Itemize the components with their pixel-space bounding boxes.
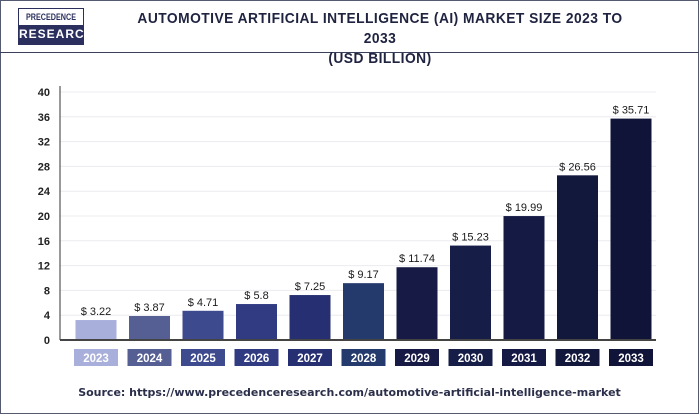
bar-2031 xyxy=(503,216,545,340)
logo-line2: RESEARCH xyxy=(19,25,93,44)
x-tick-label: 2030 xyxy=(458,353,484,365)
bar-2027 xyxy=(289,295,331,340)
bar-2033 xyxy=(610,118,652,341)
logo-line1: PRECEDENCE xyxy=(25,12,76,22)
data-label: $ 9.17 xyxy=(348,269,379,281)
y-tick-label: 32 xyxy=(38,137,50,149)
y-tick-label: 0 xyxy=(44,335,50,347)
y-tick-label: 8 xyxy=(44,285,50,297)
x-tick-label: 2024 xyxy=(137,353,163,365)
data-label: $ 3.22 xyxy=(81,306,112,318)
data-label: $ 15.23 xyxy=(452,232,489,244)
y-tick-label: 4 xyxy=(44,310,51,322)
data-label: $ 35.71 xyxy=(613,105,650,117)
x-tick-label: 2025 xyxy=(190,353,216,365)
x-tick-label: 2032 xyxy=(565,353,591,365)
y-tick-label: 16 xyxy=(38,236,50,248)
y-tick-label: 12 xyxy=(38,261,50,273)
data-label: $ 7.25 xyxy=(295,281,326,293)
x-label-box xyxy=(448,349,493,366)
x-label-box xyxy=(609,349,653,366)
bar-2023 xyxy=(75,320,117,340)
y-tick-label: 40 xyxy=(38,87,50,99)
y-tick-label: 36 xyxy=(38,112,50,124)
bar-2028 xyxy=(343,283,384,340)
x-label-box xyxy=(502,349,546,366)
header: PRECEDENCE RESEARCH AUTOMOTIVE ARTIFICIA… xyxy=(0,0,699,67)
data-label: $ 3.87 xyxy=(134,302,165,314)
x-tick-label: 2031 xyxy=(511,353,537,365)
x-tick-label: 2028 xyxy=(351,353,377,365)
x-label-box xyxy=(395,349,439,366)
x-tick-label: 2029 xyxy=(404,353,430,365)
x-label-box xyxy=(127,349,172,366)
x-label-box xyxy=(181,349,225,366)
x-tick-label: 2026 xyxy=(244,353,270,365)
bar-2026 xyxy=(236,304,277,340)
y-tick-label: 28 xyxy=(38,161,50,173)
bar-2032 xyxy=(557,175,598,340)
logo: PRECEDENCE RESEARCH xyxy=(18,8,93,45)
x-label-box xyxy=(555,349,600,366)
bar-2029 xyxy=(396,267,438,340)
x-tick-label: 2023 xyxy=(83,353,109,365)
y-tick-label: 24 xyxy=(38,186,51,198)
data-label: $ 4.71 xyxy=(188,297,219,309)
chart-title: AUTOMOTIVE ARTIFICIAL INTELLIGENCE (AI) … xyxy=(122,9,637,69)
x-label-box xyxy=(234,349,279,366)
bar-2030 xyxy=(450,245,491,340)
data-label: $ 26.56 xyxy=(559,161,596,173)
data-label: $ 11.74 xyxy=(399,253,435,265)
data-label: $ 19.99 xyxy=(506,202,543,214)
x-tick-label: 2033 xyxy=(618,353,644,365)
subtitle-text: (USD BILLION) xyxy=(328,50,432,67)
x-tick-label: 2027 xyxy=(297,353,323,365)
data-label: $ 5.8 xyxy=(244,290,268,302)
x-label-box xyxy=(74,349,118,366)
x-label-box xyxy=(288,349,332,366)
source-text: Source: https://www.precedenceresearch.c… xyxy=(78,386,621,399)
x-label-box xyxy=(341,349,386,366)
bar-2024 xyxy=(129,316,170,340)
title-text: AUTOMOTIVE ARTIFICIAL INTELLIGENCE (AI) … xyxy=(137,10,623,47)
y-tick-label: 20 xyxy=(38,211,50,223)
bar-2025 xyxy=(182,310,224,340)
